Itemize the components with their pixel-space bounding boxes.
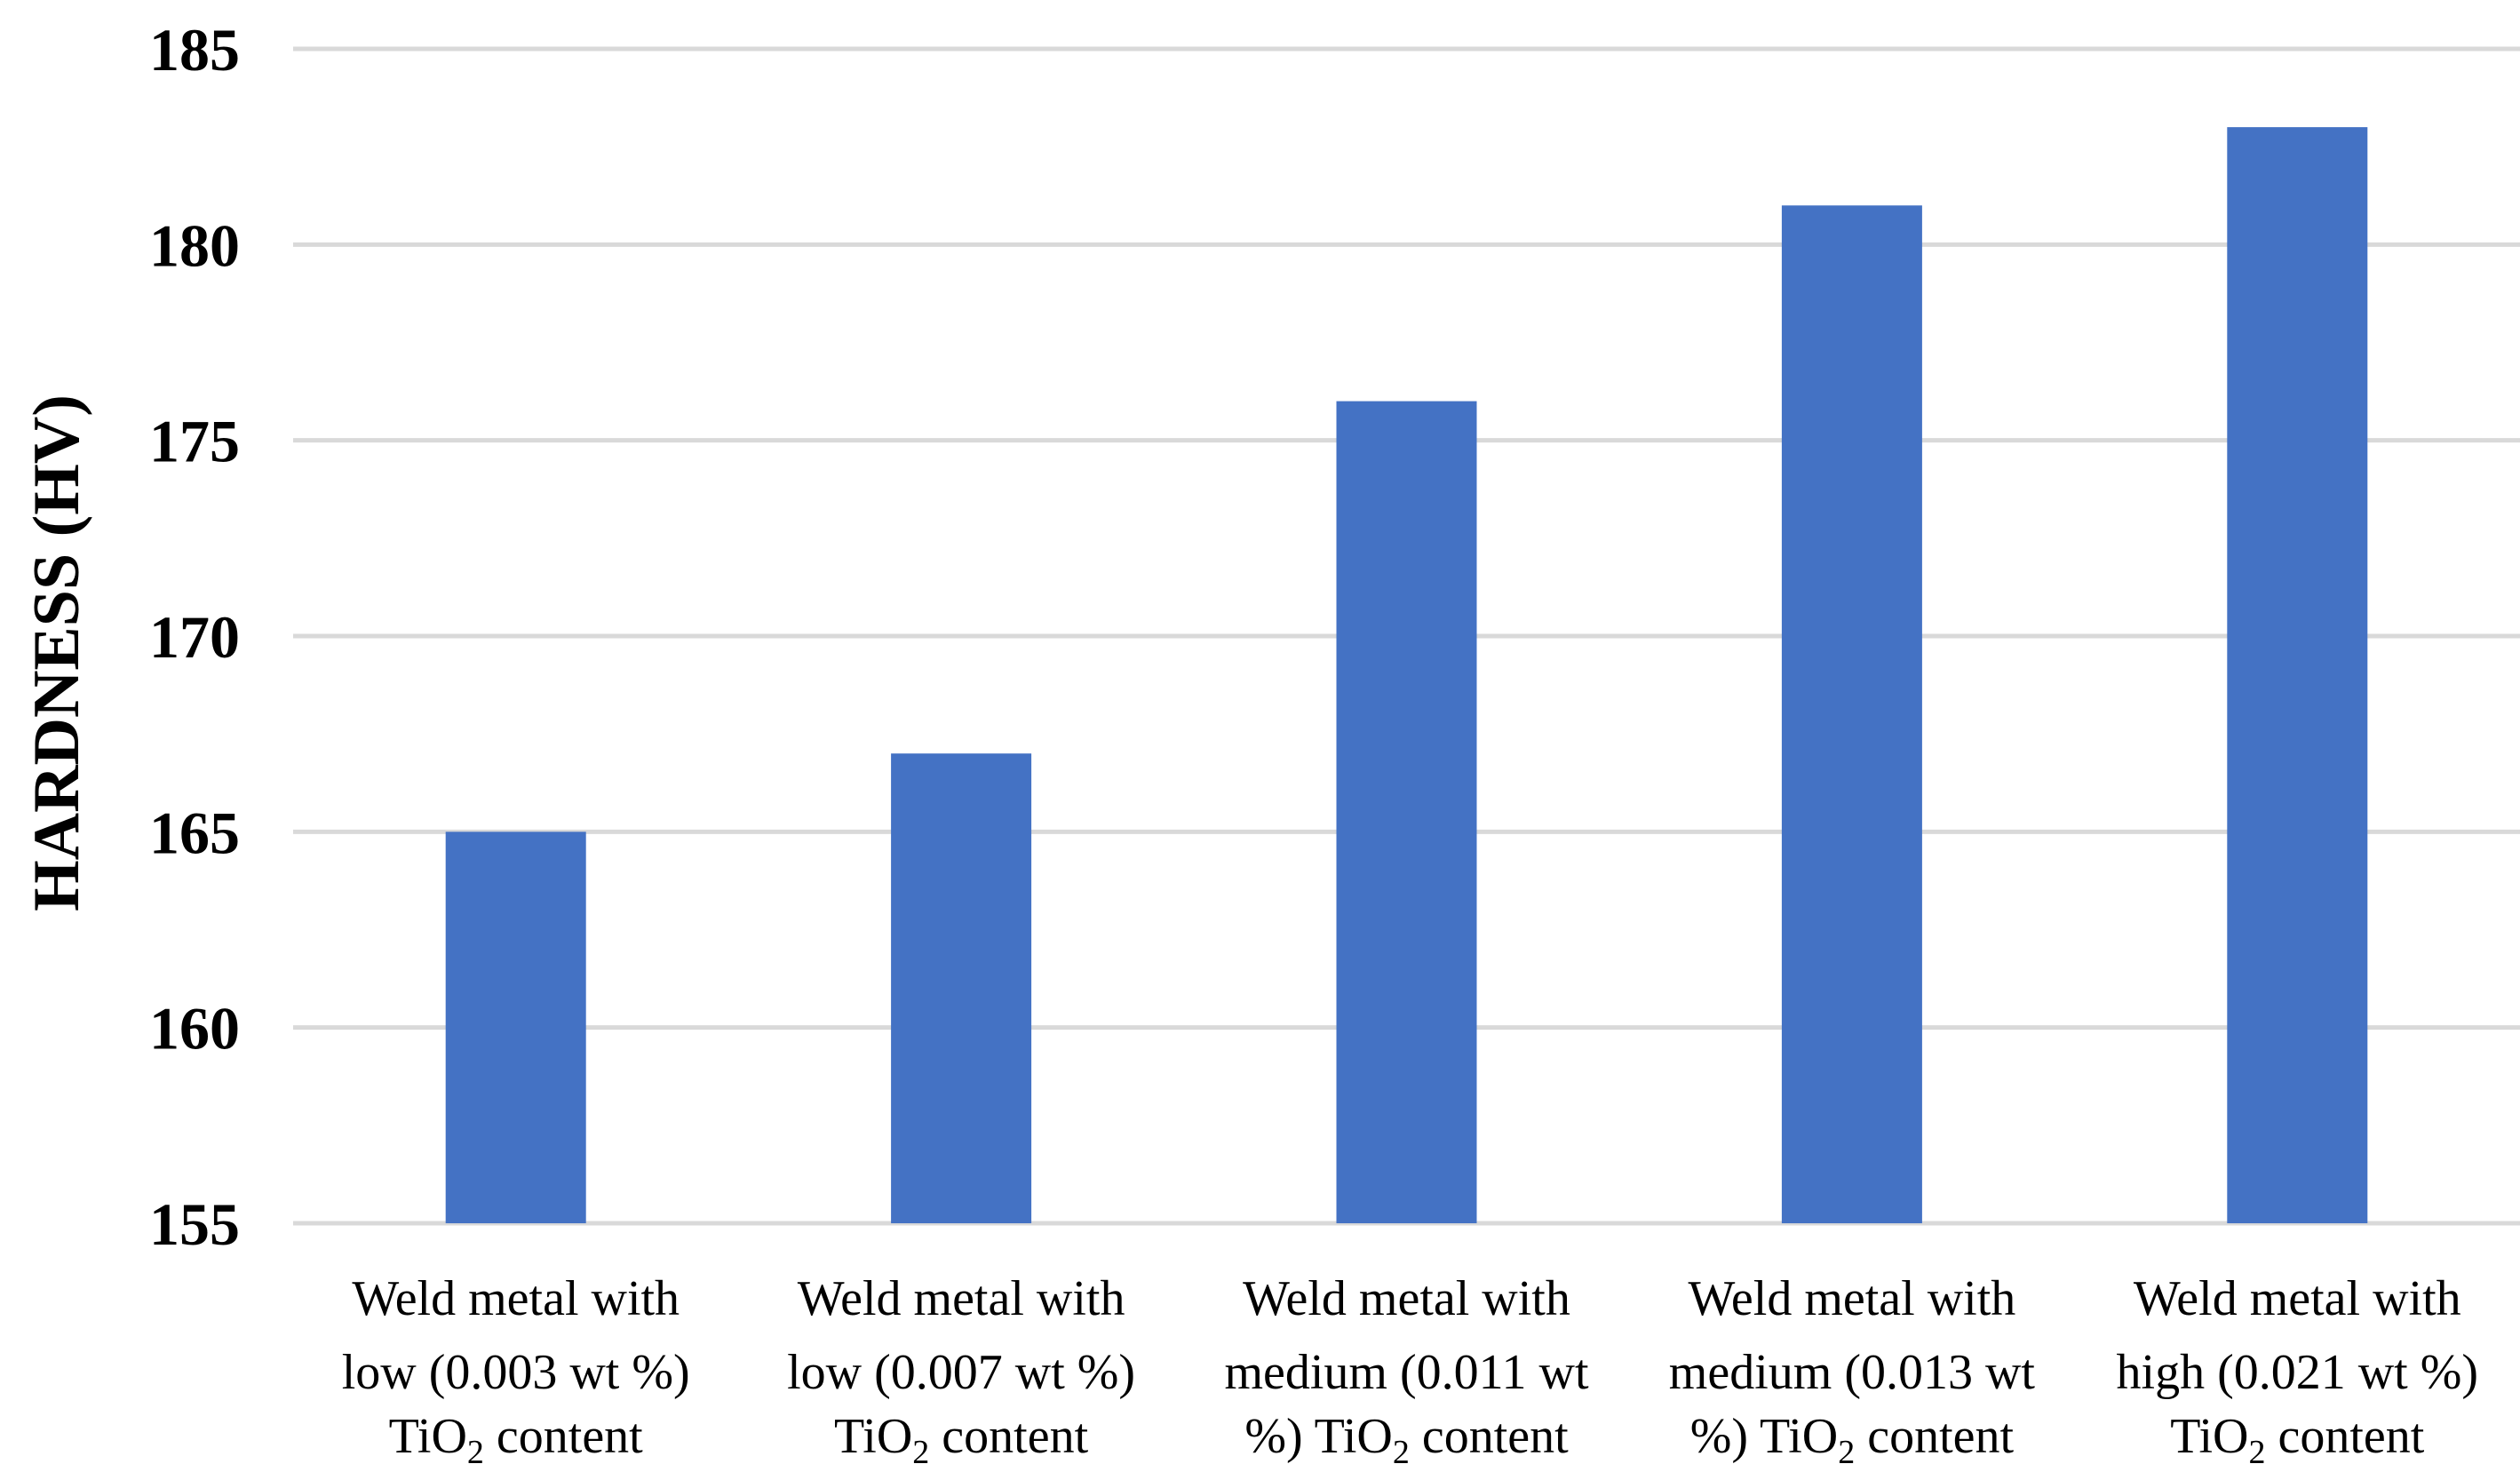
category-label-line3-pre: TiO	[2170, 1409, 2248, 1464]
category-label-subscript: 2	[1838, 1434, 1855, 1464]
category-label-line3: TiO2 content	[834, 1409, 1089, 1464]
category-label-line3-post: content	[1855, 1409, 2014, 1464]
category-label-line1: Weld metal with	[2134, 1271, 2461, 1326]
y-tick-label: 160	[149, 995, 240, 1062]
category-label-line1: Weld metal with	[798, 1271, 1125, 1326]
category-label-line3-pre: TiO	[834, 1409, 912, 1464]
y-tick-label: 180	[149, 211, 240, 279]
bar	[1336, 401, 1477, 1224]
category-label-subscript: 2	[912, 1434, 929, 1464]
bar	[2227, 127, 2368, 1224]
category-label-line1: Weld metal with	[1689, 1271, 2016, 1326]
category-label-line3: %) TiO2 content	[1690, 1409, 2015, 1464]
category-label-subscript: 2	[467, 1434, 484, 1464]
category-label-line2: low (0.007 wt %)	[787, 1345, 1135, 1400]
bars	[445, 127, 2368, 1224]
category-label-line3-post: content	[484, 1409, 643, 1464]
category-label-line3: TiO2 content	[389, 1409, 644, 1464]
category-label-line3: %) TiO2 content	[1244, 1409, 1569, 1464]
y-tick-label: 185	[149, 16, 240, 84]
category-label-line1: Weld metal with	[1243, 1271, 1570, 1326]
category-label-line3-pre: %) TiO	[1244, 1409, 1393, 1464]
bar	[891, 753, 1032, 1223]
category-label-line2: low (0.003 wt %)	[342, 1345, 690, 1400]
category-label-line2: medium (0.013 wt	[1669, 1345, 2036, 1400]
category-label-subscript: 2	[1393, 1434, 1410, 1464]
y-tick-label: 165	[149, 799, 240, 866]
category-label-line3: TiO2 content	[2170, 1409, 2425, 1464]
category-label-line3-post: content	[2266, 1409, 2425, 1464]
category-label-line2: high (0.021 wt %)	[2117, 1345, 2479, 1400]
y-tick-label: 170	[149, 603, 240, 671]
category-label-line3-post: content	[1410, 1409, 1569, 1464]
category-label-line3-pre: %) TiO	[1690, 1409, 1839, 1464]
y-tick-label: 155	[149, 1190, 240, 1258]
y-axis-ticks: 155 160 165 170 175 180 185	[149, 16, 240, 1258]
category-label-subscript: 2	[2249, 1434, 2266, 1464]
category-label-line1: Weld metal with	[352, 1271, 680, 1326]
category-label-line3-pre: TiO	[389, 1409, 467, 1464]
category-label-line3-post: content	[929, 1409, 1088, 1464]
bar	[1781, 205, 1922, 1224]
y-tick-label: 175	[149, 408, 240, 475]
category-label-line2: medium (0.011 wt	[1224, 1345, 1589, 1400]
bar	[445, 831, 586, 1223]
y-axis-title: HARDNESS (HV)	[20, 394, 93, 911]
